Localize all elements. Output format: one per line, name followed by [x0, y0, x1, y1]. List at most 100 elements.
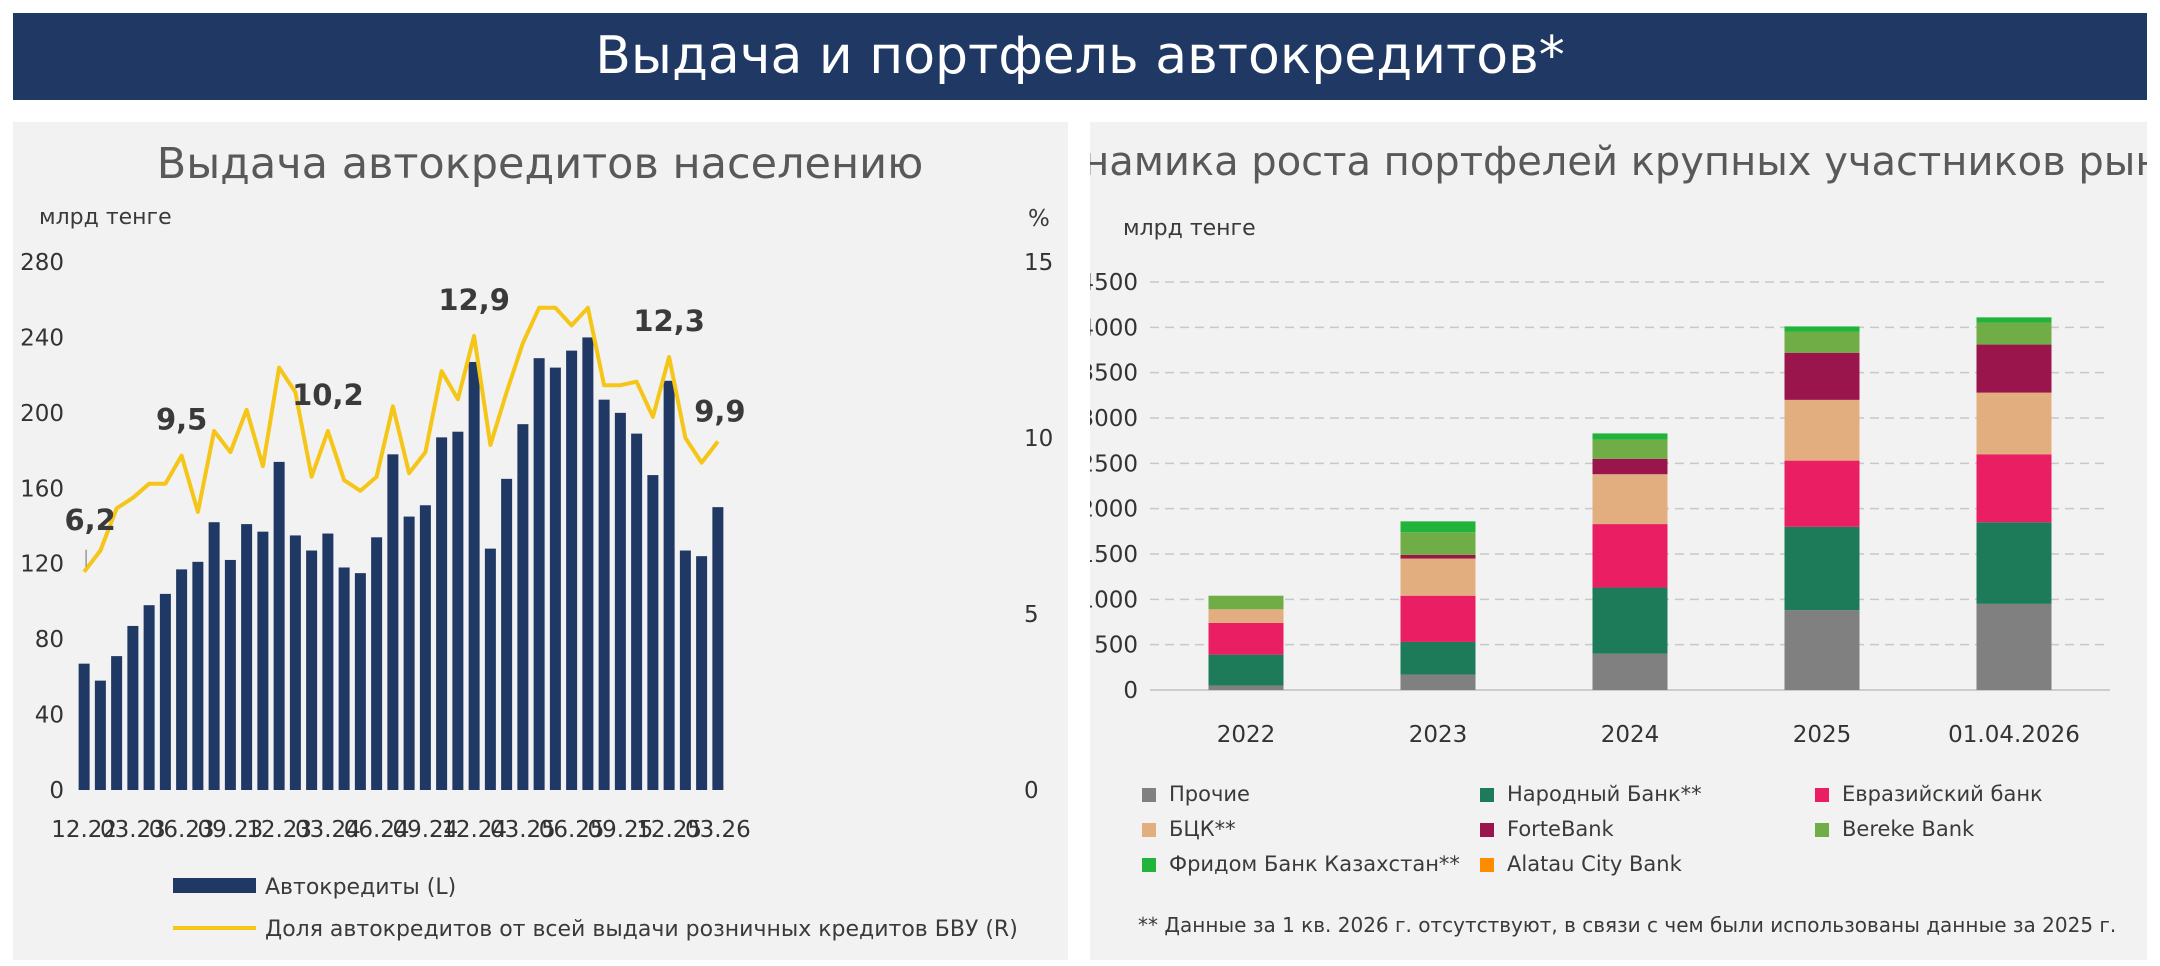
share-line [82, 305, 720, 574]
y-right-axis-label: % [1028, 206, 1050, 232]
data-label: 9,5 [156, 403, 207, 437]
bar [94, 680, 106, 790]
legend-swatch [1815, 788, 1829, 802]
bar-segment [1592, 458, 1668, 475]
bar [566, 350, 578, 790]
x-tick-label: 03.26 [685, 817, 751, 843]
y-tick-label: 0 [1123, 678, 1138, 704]
bar-segment [1784, 331, 1860, 353]
y-left-tick-label: 240 [20, 325, 64, 351]
bar-segment [1400, 558, 1476, 596]
y-right-tick-label: 5 [1024, 602, 1039, 628]
bar-segment [1784, 526, 1860, 611]
bar [549, 367, 561, 790]
bar [273, 461, 285, 790]
legend-label: БЦК** [1169, 817, 1236, 841]
bar-segment [1784, 460, 1860, 527]
bar-segment [1784, 399, 1860, 461]
x-tick-label: 2022 [1217, 722, 1276, 748]
x-tick-label: 2023 [1409, 722, 1468, 748]
y-left-axis-label: млрд тенге [39, 205, 172, 230]
y-left-tick-label: 120 [20, 552, 64, 578]
y-tick-label: 3000 [1090, 406, 1138, 432]
bar-segment [1976, 344, 2052, 393]
bar-segment [1208, 595, 1284, 610]
bar-segment [1400, 674, 1476, 690]
x-tick-label: 06.24 [344, 817, 410, 843]
chart-title: Выдача автокредитов населению [157, 139, 924, 189]
bar [712, 507, 724, 790]
bar-segment [1592, 653, 1668, 690]
bar-segment [1784, 352, 1860, 400]
y-tick-label: 500 [1094, 633, 1138, 659]
bar [387, 454, 399, 790]
y-tick-label: 4500 [1090, 270, 1138, 296]
y-left-tick-label: 40 [35, 703, 64, 729]
bar-segment [1976, 317, 2052, 323]
legend-swatch [1815, 823, 1829, 837]
bar-segment [1976, 522, 2052, 604]
bar-segment [1592, 524, 1668, 588]
bar [501, 478, 513, 790]
y-tick-label: 1000 [1090, 587, 1138, 613]
bar [452, 431, 464, 790]
bar [257, 531, 269, 790]
bar [143, 605, 155, 790]
auto-loans-chart: Выдача автокредитов населению млрд тенге%… [20, 139, 1053, 942]
data-label: 9,9 [694, 395, 745, 429]
x-tick-label: 09.25 [587, 817, 653, 843]
y-axis-label: млрд тенге [1123, 216, 1256, 241]
bar [663, 380, 675, 790]
footnote: ** Данные за 1 кв. 2026 г. отсутствуют, … [1138, 913, 2116, 937]
y-tick-label: 2500 [1090, 451, 1138, 477]
data-label: 6,2 [64, 503, 115, 537]
bar [484, 548, 496, 790]
bar-segment [1976, 603, 2052, 690]
bar [582, 337, 594, 790]
bar [598, 399, 610, 790]
legend-label: Евразийский банк [1842, 782, 2043, 806]
bar [338, 567, 350, 790]
bar-segment [1400, 554, 1476, 559]
bar [631, 433, 643, 790]
x-tick-label: 2024 [1601, 722, 1660, 748]
x-tick-label: 01.04.2026 [1948, 722, 2080, 748]
bar [533, 358, 545, 790]
y-tick-label: 4000 [1090, 315, 1138, 341]
legend-label: Alatau City Bank [1507, 852, 1683, 876]
y-right-tick-label: 15 [1024, 250, 1053, 276]
y-left-tick-label: 80 [35, 627, 64, 653]
legend-label: Доля автокредитов от всей выдачи розничн… [265, 917, 1018, 942]
bar [419, 505, 431, 790]
bar-segment [1208, 609, 1284, 623]
portfolio-chart: Динамика роста портфелей крупных участни… [1090, 139, 2147, 937]
y-left-tick-label: 160 [20, 476, 64, 502]
x-tick-label: 12.23 [246, 817, 312, 843]
x-tick-label: 03.23 [100, 817, 166, 843]
bar [241, 524, 253, 790]
bar [614, 412, 626, 790]
x-tick-label: 12.25 [636, 817, 702, 843]
bar-segment [1208, 654, 1284, 686]
bar [322, 533, 334, 790]
bar [111, 656, 123, 790]
bar [403, 516, 415, 790]
bar-segment [1208, 685, 1284, 690]
bar [289, 535, 301, 790]
x-tick-label: 09.23 [197, 817, 263, 843]
legend-swatch-bars [173, 878, 256, 893]
x-tick-label: 03.24 [295, 817, 361, 843]
bar [208, 522, 220, 790]
bar-segment [1976, 392, 2052, 455]
x-tick-label: 09.24 [392, 817, 458, 843]
y-left-tick-label: 0 [49, 778, 64, 804]
legend-swatch [1142, 858, 1156, 872]
bar [306, 550, 318, 790]
y-tick-label: 3500 [1090, 361, 1138, 387]
legend-swatch [1480, 858, 1494, 872]
x-tick-label: 2025 [1793, 722, 1852, 748]
left-panel: Выдача автокредитов населению млрд тенге%… [13, 122, 1068, 960]
legend-label: Прочие [1169, 782, 1250, 806]
bar-segment [1784, 610, 1860, 690]
bar [371, 537, 383, 790]
